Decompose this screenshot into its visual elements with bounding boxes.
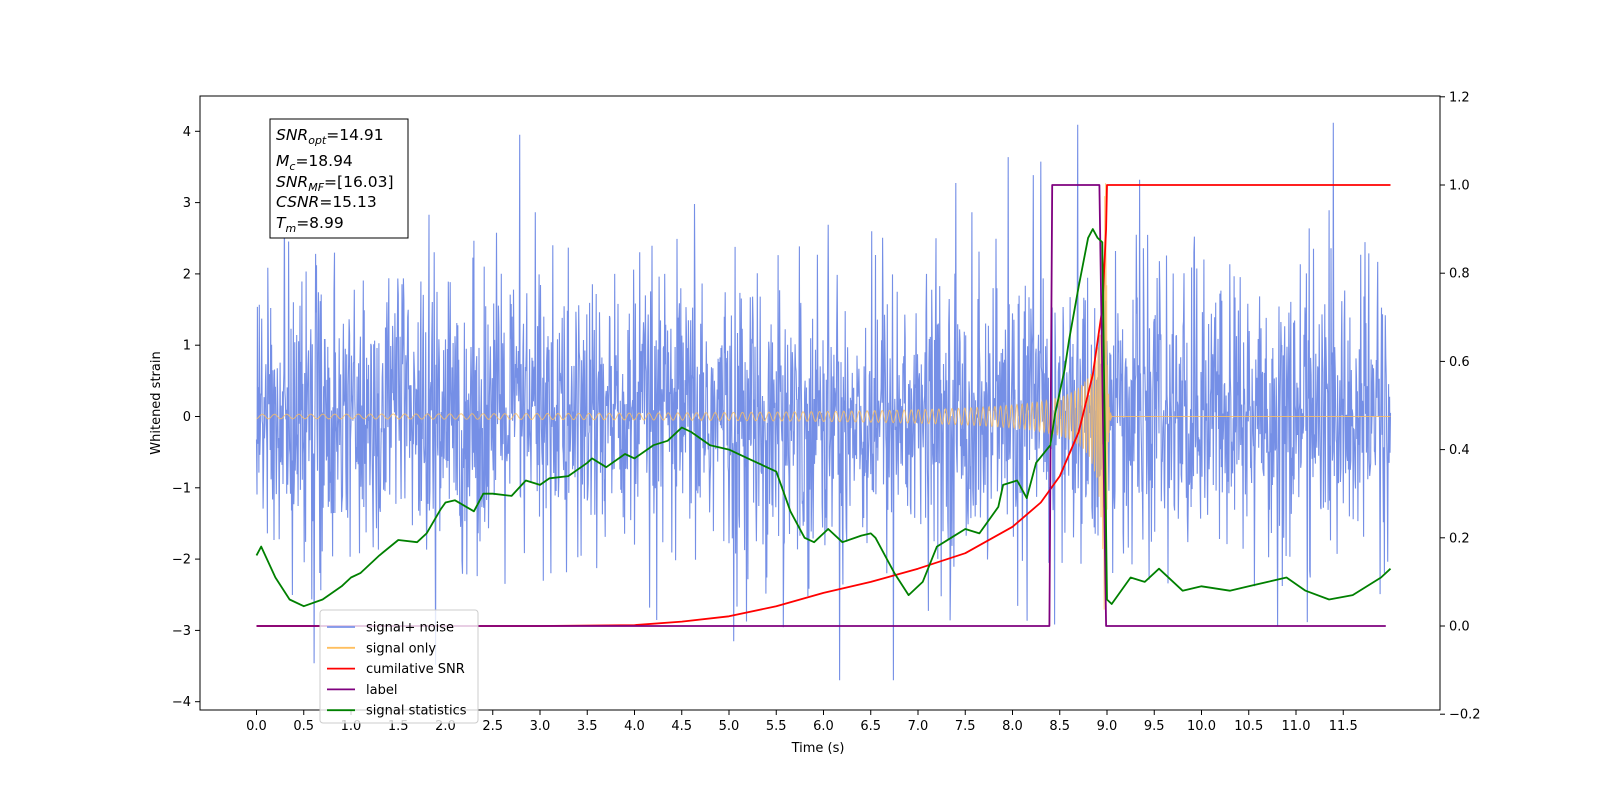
x-tick-label: 2.5: [482, 719, 503, 734]
y2-tick-label: 1.2: [1449, 90, 1470, 105]
x-tick-label: 3.0: [530, 719, 551, 734]
y-tick-label: −4: [172, 695, 191, 710]
x-tick-label: 8.0: [1002, 719, 1023, 734]
stats-tm: Tm=8.99: [276, 214, 344, 235]
y2-tick-label: 0.8: [1449, 267, 1470, 282]
x-tick-label: 5.0: [719, 719, 740, 734]
y2-tick-label: 0.2: [1449, 531, 1470, 546]
x-tick-label: 0.5: [293, 719, 314, 734]
y2-tick-label: 0.6: [1449, 355, 1470, 370]
legend-entry: signal only: [366, 641, 436, 656]
x-tick-label: 9.0: [1097, 719, 1118, 734]
y2-tick-label: 0.0: [1449, 620, 1470, 635]
legend: signal+ noise signal only cumilative SNR la…: [319, 609, 479, 724]
y-tick-label: 2: [183, 267, 191, 282]
x-tick-label: 3.5: [577, 719, 598, 734]
y-tick-label: 0: [183, 410, 191, 425]
stats-snr-mf: SNRMF=[16.03]: [276, 173, 394, 194]
y-tick-label: 3: [183, 196, 191, 211]
y-tick-label: −2: [172, 553, 191, 568]
x-tick-label: 10.0: [1187, 719, 1216, 734]
x-tick-label: 10.5: [1234, 719, 1263, 734]
signal-noise-series: [255, 122, 1392, 681]
y2-tick-label: −0.2: [1449, 708, 1481, 723]
x-tick-label: 11.0: [1282, 719, 1311, 734]
stats-csnr: CSNR=15.13: [276, 193, 377, 211]
y2-tick-label: 0.4: [1449, 443, 1470, 458]
x-tick-label: 7.0: [908, 719, 929, 734]
right-axis-series: [255, 184, 1392, 627]
x-tick-label: 5.5: [766, 719, 787, 734]
x-axis-label: Time (s): [791, 741, 845, 756]
y-axis-right: −0.2 0.0 0.2 0.4 0.6 0.8 1.0 1.2: [1440, 90, 1481, 723]
legend-entry: cumilative SNR: [366, 662, 465, 677]
y-tick-label: −3: [172, 624, 191, 639]
stats-box: SNRopt=14.91 Mc=18.94 SNRMF=[16.03] CSNR…: [269, 118, 409, 239]
x-tick-label: 6.0: [813, 719, 834, 734]
y-tick-label: 4: [183, 125, 191, 140]
label-line: [256, 184, 1386, 627]
signal-only-series: [256, 183, 1391, 610]
y-axis-left: −4 −3 −2 −1 0 1 2 3 4: [172, 125, 200, 710]
x-tick-label: 8.5: [1049, 719, 1070, 734]
y-axis-label: Whitened strain: [149, 351, 164, 454]
signal-noise-line: [255, 122, 1392, 681]
x-tick-label: 9.5: [1144, 719, 1165, 734]
stats-snr-opt: SNRopt=14.91: [276, 126, 384, 147]
x-tick-label: 4.5: [671, 719, 692, 734]
y-tick-label: 1: [183, 339, 191, 354]
legend-entry: signal+ noise: [366, 621, 454, 636]
x-tick-label: 6.5: [860, 719, 881, 734]
stats-box-frame: [269, 118, 409, 239]
y-tick-label: −1: [172, 481, 191, 496]
x-tick-label: 0.0: [246, 719, 267, 734]
x-tick-label: 7.5: [955, 719, 976, 734]
x-tick-label: 4.0: [624, 719, 645, 734]
y2-tick-label: 1.0: [1449, 179, 1470, 194]
stats-mc: Mc=18.94: [276, 152, 353, 173]
legend-entry: label: [366, 683, 397, 698]
signal-statistics-line: [255, 228, 1392, 608]
plot-frame: [199, 95, 1441, 711]
legend-entry: signal statistics: [366, 704, 467, 719]
x-tick-label: 11.5: [1329, 719, 1358, 734]
legend-frame: [319, 609, 479, 724]
signal-only-line: [256, 183, 1391, 610]
